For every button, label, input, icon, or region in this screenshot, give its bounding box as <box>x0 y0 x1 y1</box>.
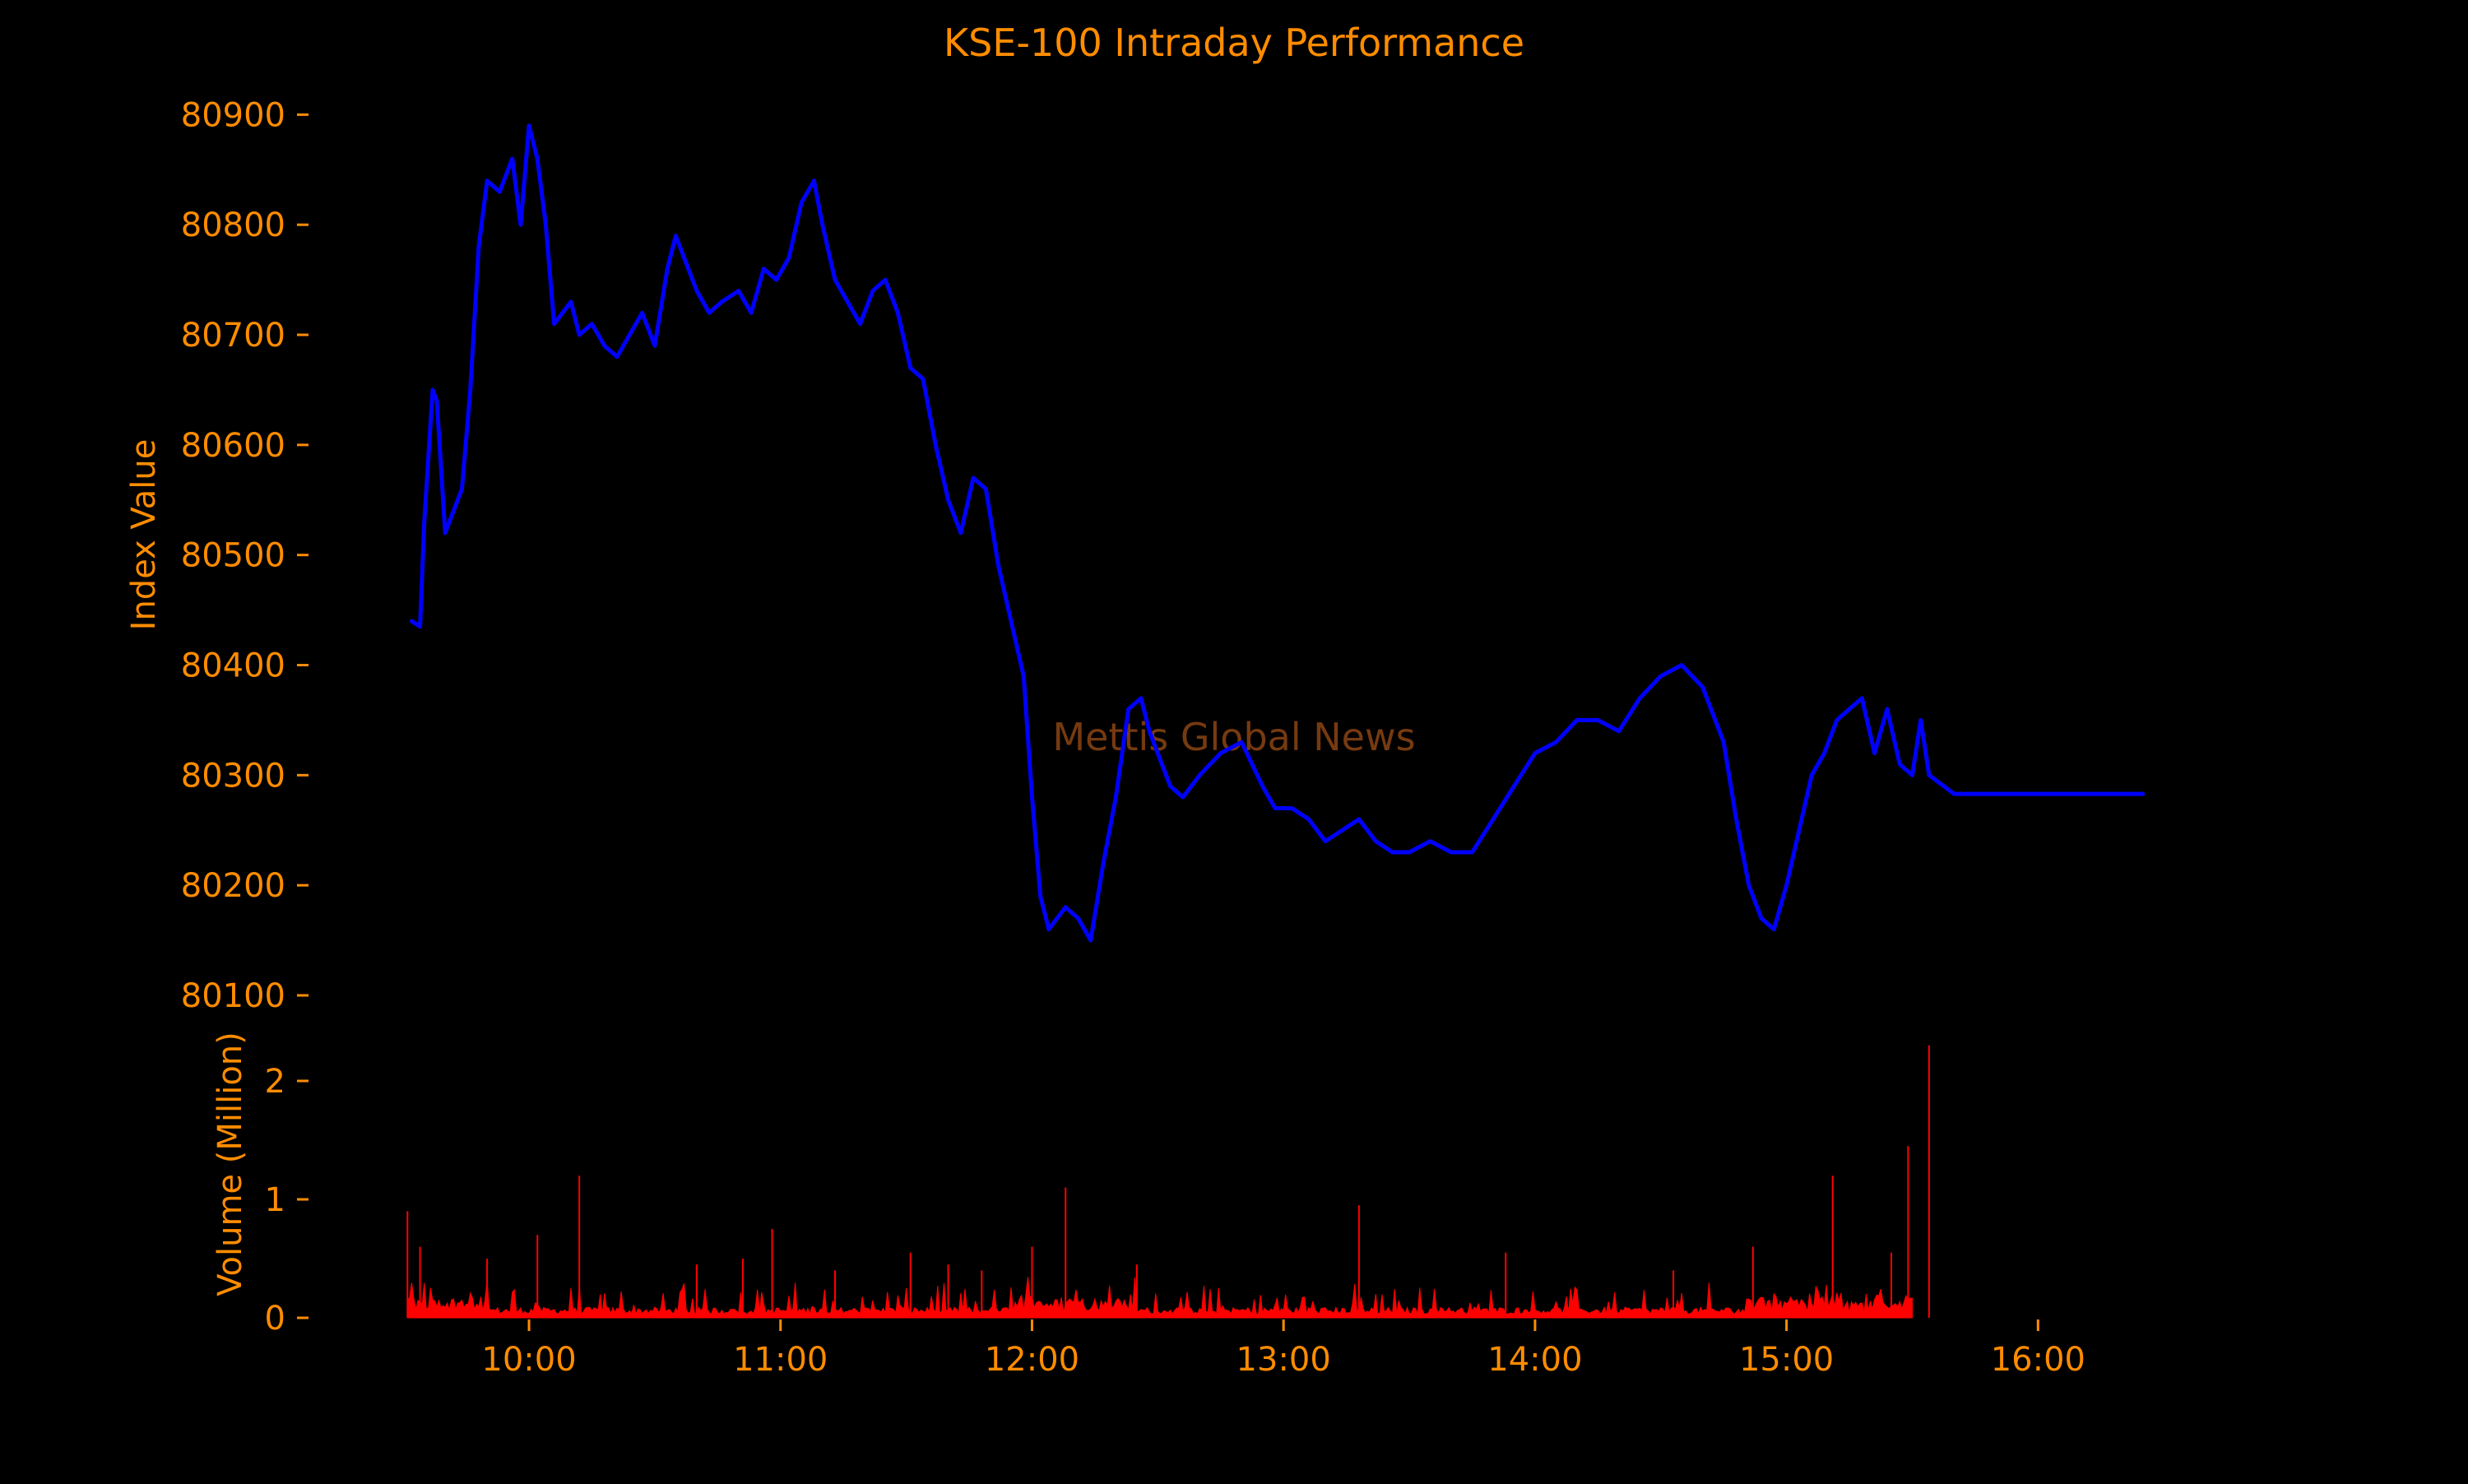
index-y-tick-label-6: 80700 <box>181 317 285 355</box>
index-line-group <box>409 123 2146 943</box>
volume-y-tick-label-2: 2 <box>265 1063 285 1101</box>
index-y-tick-label-2: 80300 <box>181 757 285 795</box>
x-tick-label-2: 12:00 <box>985 1341 1079 1379</box>
x-tick-label-4: 14:00 <box>1487 1341 1582 1379</box>
index-y-ticks: 80100 80200 80300 80400 80500 80600 80700 80800… <box>181 96 308 1015</box>
index-y-tick-label-7: 80800 <box>181 206 285 244</box>
index-y-tick-label-8: 80900 <box>181 96 285 134</box>
chart-title: KSE-100 Intraday Performance <box>944 21 1524 65</box>
index-y-axis-label: Index Value <box>125 439 163 631</box>
x-tick-label-5: 15:00 <box>1739 1341 1834 1379</box>
index-value-line <box>409 123 2146 943</box>
x-axis-ticks: 10:00 11:00 12:00 13:00 14:00 15:00 16:00 <box>481 1319 2085 1379</box>
x-tick-label-6: 16:00 <box>1991 1341 2085 1379</box>
volume-y-axis-label: Volume (Million) <box>211 1032 249 1296</box>
volume-bars <box>406 1045 1930 1319</box>
volume-y-tick-label-0: 0 <box>265 1300 285 1338</box>
volume-base-area <box>406 1277 1913 1319</box>
volume-y-tick-label-1: 1 <box>265 1181 285 1219</box>
watermark-text: Mettis Global News <box>1052 715 1415 759</box>
index-y-tick-label-0: 80100 <box>181 977 285 1015</box>
index-y-tick-label-3: 80400 <box>181 647 285 685</box>
index-y-tick-label-4: 80500 <box>181 537 285 575</box>
index-y-tick-label-5: 80600 <box>181 427 285 465</box>
x-tick-label-1: 11:00 <box>733 1341 828 1379</box>
index-y-tick-label-1: 80200 <box>181 867 285 905</box>
x-tick-label-0: 10:00 <box>481 1341 576 1379</box>
volume-y-ticks: 0 1 2 <box>265 1063 308 1338</box>
x-tick-label-3: 13:00 <box>1236 1341 1331 1379</box>
